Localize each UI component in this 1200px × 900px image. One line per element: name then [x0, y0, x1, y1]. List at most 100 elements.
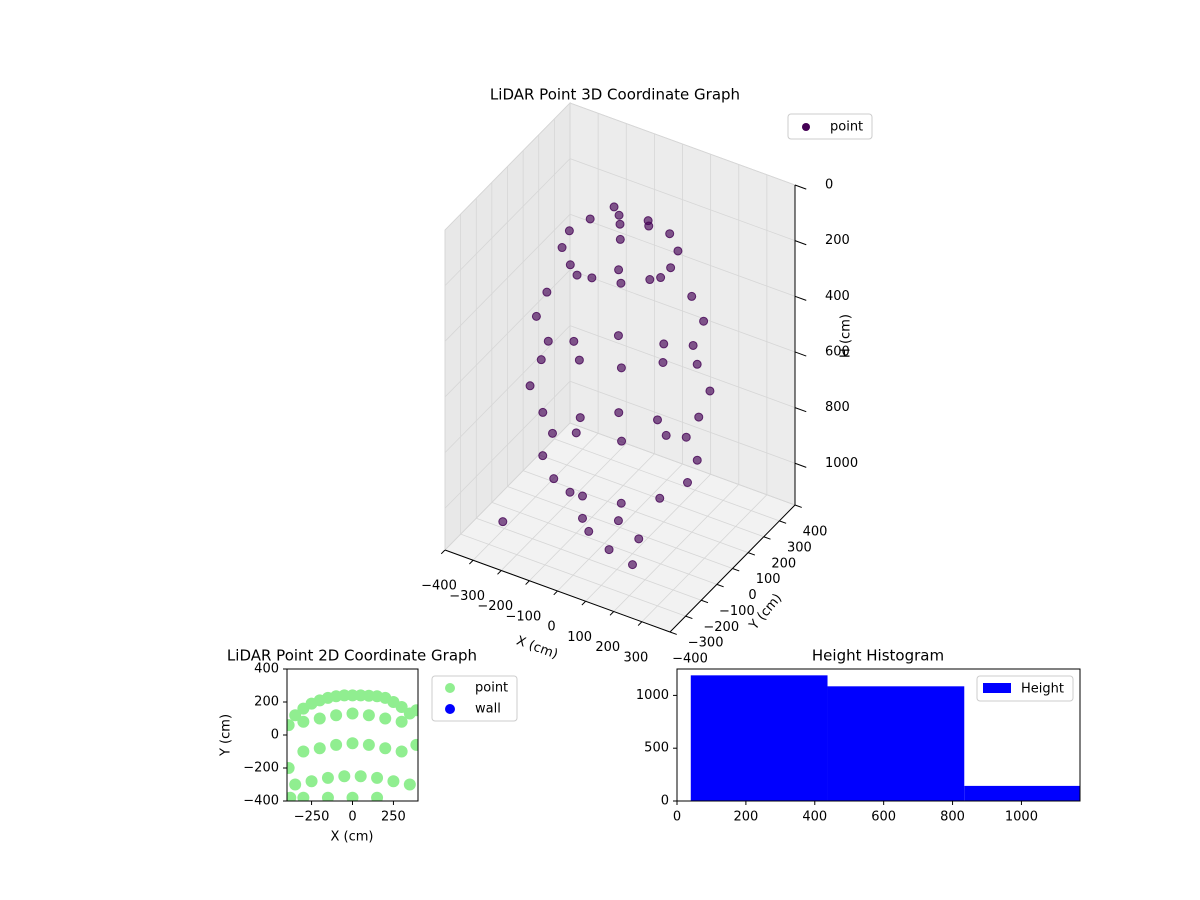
grid-line	[554, 438, 780, 522]
point	[655, 493, 665, 503]
point	[705, 386, 715, 396]
tick-mark	[685, 615, 693, 620]
tick-mark	[732, 568, 740, 572]
point	[395, 715, 408, 728]
point	[688, 340, 698, 350]
legend-marker	[445, 683, 455, 693]
x-tick-label: −300	[449, 589, 485, 604]
point	[584, 526, 594, 536]
grid-line	[476, 517, 702, 601]
point	[410, 704, 418, 717]
grid-line	[444, 158, 571, 286]
point	[313, 712, 326, 725]
point	[694, 412, 704, 422]
x-tick-label: 200	[595, 640, 620, 655]
grid-line	[569, 422, 796, 506]
point	[543, 336, 553, 346]
point	[338, 770, 351, 783]
point	[585, 214, 595, 224]
plot-area	[287, 689, 418, 801]
point	[354, 770, 367, 783]
point	[362, 709, 375, 722]
point	[538, 407, 548, 417]
point	[403, 778, 416, 791]
point	[531, 311, 541, 321]
y-tick-label: 0	[661, 794, 669, 809]
tick-mark	[581, 600, 586, 606]
point	[692, 359, 702, 369]
point	[330, 738, 343, 751]
point	[287, 791, 297, 801]
tick-mark	[779, 520, 787, 524]
point	[549, 474, 559, 484]
point	[564, 226, 574, 236]
tick-mark	[794, 184, 807, 190]
point	[395, 700, 408, 713]
legend-marker	[802, 123, 810, 131]
z-axis-label: H (cm)	[839, 314, 854, 358]
x-tick-label: 400	[802, 810, 827, 825]
point	[346, 737, 359, 750]
point	[569, 336, 579, 346]
tick-mark	[794, 240, 807, 246]
x-tick-label: 0	[547, 620, 555, 635]
point	[542, 287, 552, 297]
z-tick-label: 600	[825, 344, 850, 359]
y-axis-line	[669, 504, 796, 633]
legend-marker	[445, 704, 455, 714]
y-axis-label: Y (cm)	[219, 714, 234, 757]
point	[297, 745, 310, 758]
point	[616, 363, 626, 373]
chart-title: LiDAR Point 2D Coordinate Graph	[227, 647, 477, 665]
tick-mark	[637, 621, 643, 626]
point	[615, 219, 625, 229]
point	[604, 545, 614, 555]
point	[287, 762, 295, 774]
point	[673, 246, 683, 256]
y-tick-label: 200	[771, 556, 796, 571]
point	[616, 498, 626, 508]
point	[571, 428, 581, 438]
grid-line	[569, 102, 796, 186]
legend-label: point	[830, 120, 863, 135]
grid-line	[569, 269, 796, 353]
axes-frame	[676, 668, 1081, 802]
point	[575, 413, 585, 423]
x-axis-label: X (cm)	[514, 634, 560, 663]
z-tick-label: 200	[825, 233, 850, 248]
tick-mark	[794, 462, 807, 468]
point	[498, 517, 508, 527]
point	[387, 775, 400, 788]
x-axis-line	[444, 549, 671, 633]
point	[574, 355, 584, 365]
point	[659, 339, 669, 349]
point	[321, 771, 334, 784]
point	[557, 243, 567, 253]
y-tick-label: 0	[271, 728, 279, 743]
point	[613, 516, 623, 526]
point	[297, 715, 310, 728]
point	[287, 719, 295, 732]
point	[410, 738, 418, 751]
point	[395, 745, 408, 758]
point	[656, 273, 666, 283]
y-tick-label: 1000	[636, 688, 669, 703]
point	[644, 221, 654, 231]
point	[289, 778, 302, 791]
grid-line	[538, 454, 764, 538]
point	[683, 478, 692, 488]
point	[587, 273, 597, 283]
grid-line	[569, 325, 796, 408]
point	[346, 707, 359, 720]
y-tick-label: −200	[243, 761, 279, 776]
tick-mark	[669, 631, 677, 635]
grid-line	[460, 533, 686, 617]
y-tick-label: −400	[243, 794, 279, 809]
tick-mark	[525, 580, 530, 585]
tick-mark	[440, 549, 446, 555]
grid-line	[569, 380, 796, 464]
x-tick-label: 0	[348, 810, 356, 825]
y-tick-label: 400	[803, 525, 828, 540]
legend-label: wall	[475, 702, 501, 717]
point	[665, 229, 675, 239]
